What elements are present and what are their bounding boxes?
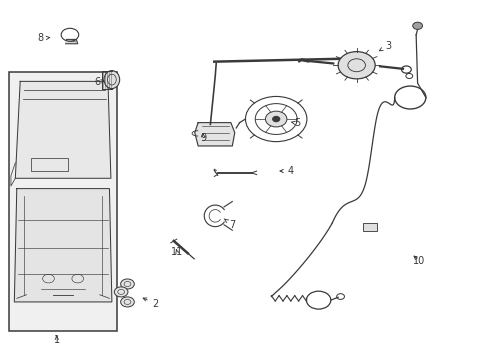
Text: 9: 9 xyxy=(200,133,206,143)
Bar xyxy=(362,223,376,231)
Circle shape xyxy=(265,111,286,127)
Circle shape xyxy=(272,117,279,122)
Text: 3: 3 xyxy=(379,41,390,51)
Text: 10: 10 xyxy=(412,256,425,266)
Polygon shape xyxy=(194,123,234,146)
Text: 2: 2 xyxy=(143,298,159,309)
Circle shape xyxy=(337,51,374,79)
Bar xyxy=(31,158,68,171)
Ellipse shape xyxy=(104,71,120,89)
Text: 6: 6 xyxy=(94,77,104,87)
Polygon shape xyxy=(65,40,78,44)
Text: 1: 1 xyxy=(54,334,60,345)
Bar xyxy=(9,72,117,330)
Text: 11: 11 xyxy=(171,247,183,257)
Polygon shape xyxy=(15,81,111,178)
Polygon shape xyxy=(14,189,112,302)
Text: 5: 5 xyxy=(291,118,300,128)
Circle shape xyxy=(114,287,128,297)
Circle shape xyxy=(121,297,134,307)
Text: 7: 7 xyxy=(224,219,235,230)
Circle shape xyxy=(412,22,422,30)
Circle shape xyxy=(121,279,134,289)
Text: 8: 8 xyxy=(38,33,50,43)
Text: 4: 4 xyxy=(280,166,293,176)
